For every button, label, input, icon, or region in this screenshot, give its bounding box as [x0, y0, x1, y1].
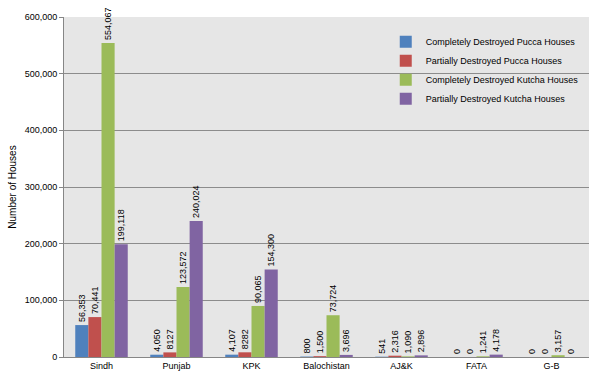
svg-text:KPK: KPK — [242, 361, 260, 371]
svg-text:3,696: 3,696 — [341, 329, 351, 352]
svg-text:Completely Destroyed Kutcha Ho: Completely Destroyed Kutcha Houses — [426, 75, 579, 85]
svg-text:Completely Destroyed Pucca Hou: Completely Destroyed Pucca Houses — [426, 37, 576, 47]
svg-text:Punjab: Punjab — [162, 361, 190, 371]
svg-text:56,353: 56,353 — [77, 295, 87, 323]
svg-text:0: 0 — [52, 352, 57, 362]
svg-text:1,500: 1,500 — [315, 331, 325, 354]
svg-text:4,050: 4,050 — [152, 329, 162, 352]
svg-text:Sindh: Sindh — [90, 361, 113, 371]
svg-text:0: 0 — [465, 349, 475, 354]
svg-text:8127: 8127 — [165, 329, 175, 349]
svg-text:0: 0 — [566, 349, 576, 354]
svg-text:70,441: 70,441 — [90, 287, 100, 315]
svg-text:1,241: 1,241 — [478, 331, 488, 354]
svg-text:4,107: 4,107 — [227, 329, 237, 352]
svg-text:0: 0 — [527, 349, 537, 354]
svg-text:0: 0 — [540, 349, 550, 354]
svg-text:90,065: 90,065 — [253, 275, 263, 303]
svg-text:2,316: 2,316 — [390, 330, 400, 353]
svg-text:G-B: G-B — [543, 361, 559, 371]
svg-text:1,090: 1,090 — [403, 331, 413, 354]
svg-text:199,118: 199,118 — [116, 209, 126, 241]
svg-text:154,300: 154,300 — [266, 234, 276, 267]
svg-text:4,178: 4,178 — [491, 329, 501, 352]
svg-text:800: 800 — [302, 339, 312, 354]
svg-text:0: 0 — [452, 349, 462, 354]
svg-text:300,000: 300,000 — [25, 182, 58, 192]
svg-text:2,896: 2,896 — [416, 330, 426, 353]
svg-text:100,000: 100,000 — [25, 295, 58, 305]
svg-text:400,000: 400,000 — [25, 125, 58, 135]
svg-text:73,724: 73,724 — [328, 285, 338, 313]
svg-text:240,024: 240,024 — [191, 185, 201, 218]
svg-text:Number of Houses: Number of Houses — [7, 145, 18, 228]
svg-text:554,067: 554,067 — [103, 7, 113, 40]
svg-text:AJ&K: AJ&K — [390, 361, 413, 371]
svg-text:Partially Destroyed Pucca Hous: Partially Destroyed Pucca Houses — [426, 56, 563, 66]
svg-text:200,000: 200,000 — [25, 239, 58, 249]
svg-text:600,000: 600,000 — [25, 12, 58, 22]
svg-text:123,572: 123,572 — [178, 251, 188, 284]
svg-text:Balochistan: Balochistan — [303, 361, 350, 371]
svg-text:FATA: FATA — [466, 361, 487, 371]
svg-text:8282: 8282 — [240, 329, 250, 349]
svg-text:500,000: 500,000 — [25, 69, 58, 79]
svg-text:541: 541 — [377, 339, 387, 354]
svg-text:3,157: 3,157 — [553, 330, 563, 353]
svg-text:Partially Destroyed Kutcha Hou: Partially Destroyed Kutcha Houses — [426, 94, 566, 104]
